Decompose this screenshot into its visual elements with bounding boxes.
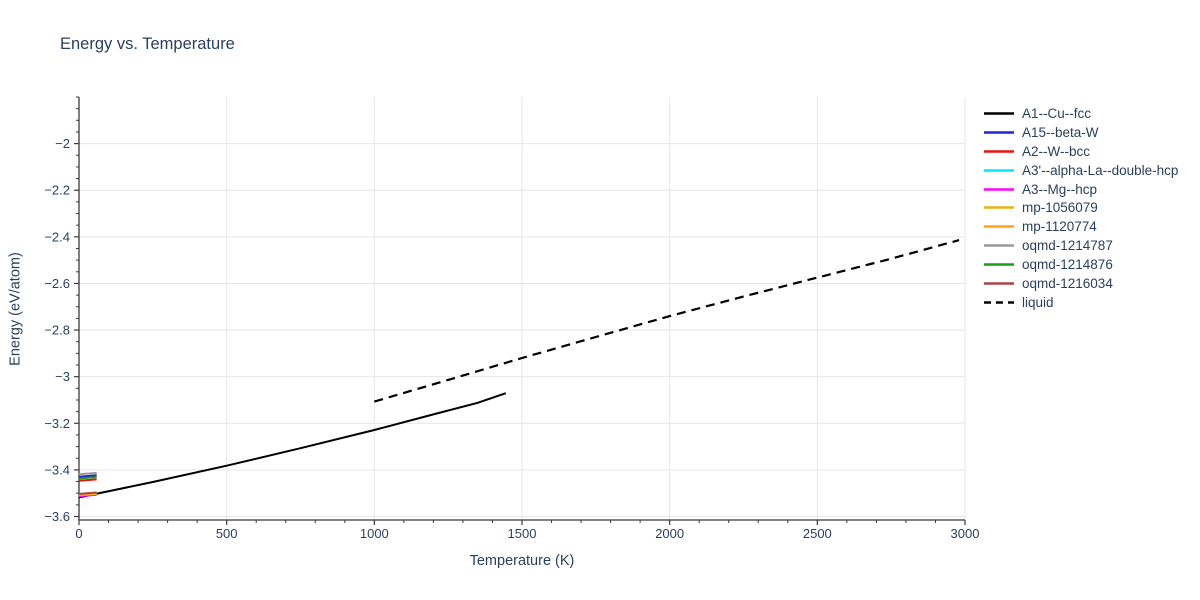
x-tick-label: 500 — [216, 526, 238, 541]
legend-item-A3--Mg--hcp[interactable]: A3--Mg--hcp — [984, 180, 1178, 199]
legend-swatch-A3--Mg--hcp — [984, 187, 1014, 191]
legend-item-oqmd-1214787[interactable]: oqmd-1214787 — [984, 236, 1178, 255]
legend-label: A3--Mg--hcp — [1022, 181, 1098, 197]
legend-swatch-A3'--alpha-La--double-hcp — [984, 168, 1014, 172]
chart-title: Energy vs. Temperature — [60, 35, 235, 53]
y-tick-label: −3.6 — [44, 509, 70, 524]
legend-swatch-oqmd-1216034 — [984, 282, 1014, 285]
series-line-A1--Cu--fcc[interactable] — [78, 392, 507, 499]
x-tick-label: 3000 — [951, 526, 980, 541]
series-line-oqmd-1214787[interactable] — [78, 471, 97, 476]
legend-label: oqmd-1214876 — [1022, 257, 1113, 273]
legend-swatch-A2--W--bcc — [984, 149, 1014, 153]
legend-swatch-mp-1056079 — [984, 206, 1014, 210]
legend-swatch-liquid — [984, 301, 1014, 304]
legend-item-A1--Cu--fcc[interactable]: A1--Cu--fcc — [984, 104, 1178, 123]
legend-item-oqmd-1214876[interactable]: oqmd-1214876 — [984, 255, 1178, 274]
y-axis-title: Energy (eV/atom) — [7, 252, 24, 366]
series-line-liquid[interactable] — [373, 239, 960, 403]
x-tick-label: 2000 — [655, 526, 684, 541]
y-tick-label: −2.8 — [44, 323, 70, 338]
legend-item-A15--beta-W[interactable]: A15--beta-W — [984, 123, 1178, 142]
legend-swatch-oqmd-1214876 — [984, 263, 1014, 266]
x-tick-label: 2500 — [803, 526, 832, 541]
legend-item-A2--W--bcc[interactable]: A2--W--bcc — [984, 142, 1178, 161]
legend-swatch-mp-1120774 — [984, 225, 1014, 229]
legend-label: A15--beta-W — [1022, 124, 1099, 140]
legend-swatch-A15--beta-W — [984, 131, 1014, 134]
legend-item-mp-1120774[interactable]: mp-1120774 — [984, 217, 1178, 236]
x-tick-label: 0 — [75, 526, 82, 541]
legend-label: mp-1120774 — [1022, 219, 1097, 235]
legend: A1--Cu--fcc A15--beta-W A2--W--bcc A3'--alp… — [984, 104, 1178, 312]
y-tick-label: −3.4 — [44, 462, 70, 477]
legend-label: oqmd-1214787 — [1022, 238, 1113, 254]
x-tick-label: 1500 — [508, 526, 537, 541]
legend-label: mp-1056079 — [1022, 200, 1098, 216]
series-line-oqmd-1214876[interactable] — [78, 476, 97, 480]
legend-swatch-oqmd-1214787 — [984, 244, 1014, 247]
series-line-A2--W--bcc[interactable] — [78, 478, 97, 482]
y-tick-label: −3 — [55, 369, 70, 384]
legend-label: liquid — [1022, 294, 1054, 310]
legend-item-oqmd-1216034[interactable]: oqmd-1216034 — [984, 274, 1178, 293]
x-axis-title: Temperature (K) — [469, 553, 575, 569]
legend-label: A3'--alpha-La--double-hcp — [1022, 162, 1179, 178]
y-tick-label: −2.6 — [44, 276, 70, 291]
legend-item-mp-1056079[interactable]: mp-1056079 — [984, 198, 1178, 217]
legend-label: A2--W--bcc — [1022, 143, 1091, 159]
y-tick-label: −2.2 — [44, 183, 70, 198]
legend-label: oqmd-1216034 — [1022, 275, 1113, 291]
y-tick-label: −3.2 — [44, 416, 70, 431]
x-tick-label: 1000 — [360, 526, 389, 541]
legend-swatch-A1--Cu--fcc — [984, 112, 1014, 115]
series-line-oqmd-1216034[interactable] — [78, 491, 97, 495]
legend-item-A3'--alpha-La--double-hcp[interactable]: A3'--alpha-La--double-hcp — [984, 161, 1178, 180]
y-tick-label: −2 — [55, 136, 70, 151]
series-line-A15--beta-W[interactable] — [78, 474, 97, 478]
legend-item-liquid[interactable]: liquid — [984, 293, 1178, 312]
y-tick-label: −2.4 — [44, 229, 70, 244]
legend-label: A1--Cu--fcc — [1022, 105, 1092, 121]
